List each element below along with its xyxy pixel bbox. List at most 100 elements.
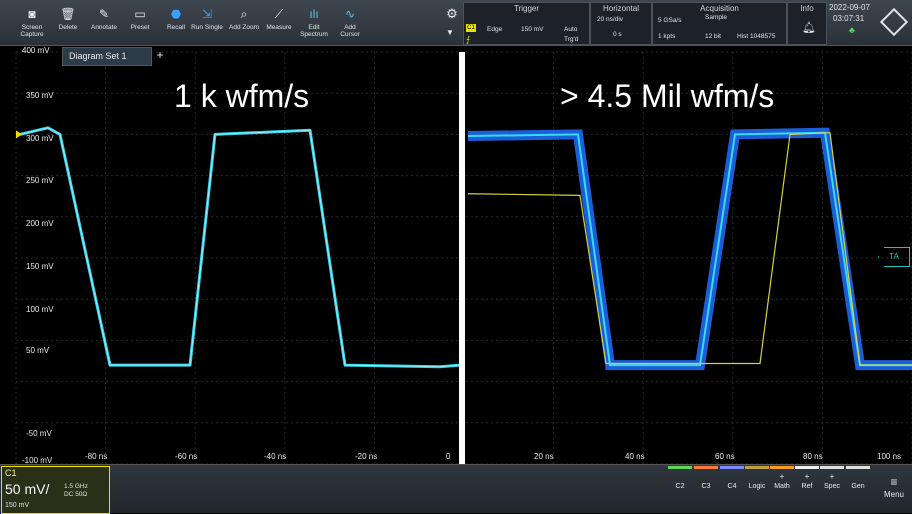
toolbar-button-label: Edit	[308, 24, 320, 31]
y-tick-label: -100 mV	[22, 456, 53, 465]
camera-button[interactable]: ◙ Screen Capture	[14, 0, 50, 45]
trigger-level-marker[interactable]: TA	[878, 247, 910, 267]
waveform-right	[467, 131, 912, 367]
y-tick-label: 50 mV	[26, 346, 50, 355]
y-tick-label: 300 mV	[26, 134, 54, 143]
pen-button[interactable]: ✎ Annotate	[86, 0, 122, 45]
acq-sample-rate: 5 GSa/s	[658, 17, 682, 24]
trigger-source-badge: C1	[466, 24, 476, 32]
trigger-type: Edge	[487, 26, 503, 33]
bottom-button-math[interactable]: + Math	[770, 466, 794, 512]
overlay-title-left: 1 k wfm/s	[174, 78, 310, 114]
toolbar-button-label: Recall	[166, 24, 186, 31]
bottom-button-c4[interactable]: C4	[720, 466, 744, 512]
camera-icon: ◙	[28, 7, 36, 21]
acq-mode: Sample	[705, 14, 728, 21]
diagram-area[interactable]	[0, 46, 912, 464]
trigger-title: Trigger	[513, 4, 540, 13]
bottom-button-label: Spec	[824, 483, 840, 490]
channel-offset: 150 mV	[5, 502, 30, 509]
horizontal-title: Horizontal	[602, 4, 639, 13]
toolbar-expand-arrow-icon[interactable]: ▼	[446, 28, 454, 37]
comparison-divider	[459, 52, 465, 464]
bottom-button-label: C4	[727, 483, 737, 490]
measure-icon: ⟋	[274, 7, 284, 21]
acq-bits: 12 bit	[705, 33, 721, 40]
y-tick-label: 150 mV	[26, 262, 54, 271]
channel-scale: 50 mV/	[5, 481, 50, 497]
bottom-button-color-bar	[745, 466, 769, 469]
tab-diagram-set-1[interactable]: Diagram Set 1	[62, 47, 152, 66]
acq-hist: Hist 1048575	[737, 33, 776, 40]
bottom-button-label: Math	[774, 483, 790, 490]
horizontal-panel[interactable]: Horizontal 20 ns/div 0 s	[590, 2, 652, 45]
toolbar-button-label: Screen	[21, 24, 43, 31]
bottom-button-c2[interactable]: C2	[668, 466, 692, 512]
run-single-button[interactable]: ⇲ Run Single	[189, 0, 225, 45]
y-tick-label: 100 mV	[26, 305, 54, 314]
preset-icon: ▭	[134, 7, 146, 21]
trash-icon: 🗑	[60, 7, 76, 21]
channel-bandwidth: 1.5 GHz DC 50Ω	[64, 483, 88, 499]
trash-button[interactable]: 🗑 Delete	[50, 0, 86, 45]
diagram-tab-bar: Diagram Set 1 +	[0, 46, 912, 66]
measure-button[interactable]: ⟋ Measure	[261, 0, 297, 45]
bottom-button-plus: +	[829, 472, 835, 481]
toolbar-button-label: Measure	[266, 24, 292, 31]
pen-icon: ✎	[98, 7, 110, 21]
bell-icon: 🔔︎	[802, 22, 816, 34]
recall-button[interactable]: ⬣ Recall	[158, 0, 194, 45]
bottom-button-plus: +	[779, 472, 785, 481]
bottom-button-color-bar	[795, 466, 819, 469]
bottom-button-ref[interactable]: + Ref	[795, 466, 819, 512]
horizontal-position: 0 s	[613, 31, 622, 38]
cursor-button[interactable]: ∿ Add Cursor	[332, 0, 368, 45]
bottom-button-label: C3	[701, 483, 711, 490]
y-tick-label: 250 mV	[26, 176, 54, 185]
trigger-panel[interactable]: Trigger Edge 150 mV Auto Trg'd	[463, 2, 590, 45]
recall-icon: ⬣	[170, 7, 182, 21]
bottom-button-label: Gen	[851, 483, 865, 490]
menu-label: Menu	[883, 490, 904, 499]
acquisition-panel[interactable]: Acquisition 5 GSa/s Sample 1 kpts 12 bit…	[652, 2, 787, 45]
x-tick-label: -80 ns	[85, 452, 108, 461]
toolbar-button-label-2: Cursor	[340, 31, 360, 38]
rising-edge-icon: ⨍	[466, 35, 471, 44]
info-title: Info	[800, 4, 814, 13]
bottom-button-spec[interactable]: + Spec	[820, 466, 844, 512]
info-panel[interactable]: Info 🔔︎	[787, 2, 827, 45]
y-tick-label: 200 mV	[26, 219, 54, 228]
x-tick-label: 80 ns	[803, 452, 823, 461]
trigger-level: 150 mV	[521, 26, 544, 33]
bottom-button-plus: +	[804, 472, 810, 481]
bottom-button-color-bar	[820, 466, 844, 469]
bottom-bar: C1 50 mV/ 1.5 GHz DC 50Ω 150 mV C2 C3 C4 Lo…	[0, 464, 912, 514]
bottom-button-c3[interactable]: C3	[694, 466, 718, 512]
channel-bw-value: 1.5 GHz	[64, 483, 88, 490]
y-tick-label: 400 mV	[22, 46, 50, 55]
channel-1-badge[interactable]: C1 50 mV/ 1.5 GHz DC 50Ω 150 mV	[1, 466, 110, 514]
bottom-button-logic[interactable]: Logic	[745, 466, 769, 512]
bottom-button-gen[interactable]: Gen	[846, 466, 870, 512]
zoom-button[interactable]: ⌕ Add Zoom	[226, 0, 262, 45]
waveform-left-highlight	[19, 127, 461, 368]
preset-button[interactable]: ▭ Preset	[122, 0, 158, 45]
toolbar-button-label: Delete	[58, 24, 78, 31]
add-diagram-button[interactable]: +	[156, 48, 164, 62]
bottom-button-color-bar	[720, 466, 744, 469]
bottom-button-label: Ref	[801, 483, 813, 490]
settings-gear-icon[interactable]: ⚙	[446, 6, 458, 21]
menu-button[interactable]: ≡ Menu	[877, 466, 911, 512]
trigger-state: Trg'd	[564, 36, 579, 43]
spectrum-icon: ılı	[309, 7, 319, 21]
network-icon: ♣	[849, 25, 855, 35]
toolbar-button-label: Annotate	[90, 24, 118, 31]
channel-name: C1	[5, 468, 17, 478]
spectrum-button[interactable]: ılı Edit Spectrum	[296, 0, 332, 45]
x-tick-label: 20 ns	[534, 452, 554, 461]
toolbar-button-label-2: Spectrum	[300, 31, 328, 38]
time-display: 03:07:31	[833, 14, 865, 23]
channel-offset-marker	[16, 130, 22, 139]
x-tick-label: 40 ns	[625, 452, 645, 461]
bottom-button-color-bar	[694, 466, 718, 469]
